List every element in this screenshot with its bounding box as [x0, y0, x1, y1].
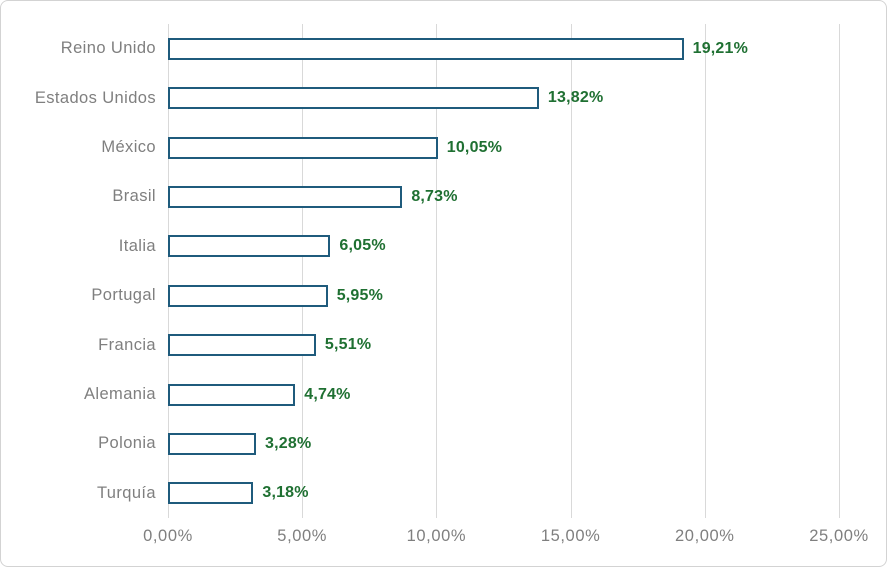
category-label: Italia — [118, 236, 156, 255]
bar-Polonia — [168, 432, 257, 455]
bar-row: 8,73% — [168, 172, 839, 221]
value-label: 10,05% — [446, 138, 503, 156]
value-label: 6,05% — [339, 237, 386, 255]
bar-row: 4,74% — [168, 370, 839, 419]
category-label: México — [101, 138, 156, 157]
plot-area: 19,21% 13,82% 10,05% 8,73% 6,05% 5,95% 5,51% 4,… — [168, 24, 840, 518]
gridline-20,00% — [704, 24, 706, 518]
category-label: Turquía — [96, 483, 156, 502]
category-label: Polonia — [98, 434, 156, 453]
x-tick-label: 25,00% — [809, 527, 869, 545]
bar-row: 3,28% — [168, 419, 839, 468]
x-axis-tick-labels: 0,00% 5,00% 10,00% 15,00% 20,00% 25,00% — [143, 527, 868, 553]
category-label: Alemania — [84, 385, 156, 404]
gridline-15,00% — [570, 24, 572, 518]
category-label: Estados Unidos — [34, 88, 156, 107]
value-label: 5,95% — [336, 286, 384, 304]
value-label: 3,28% — [265, 434, 312, 452]
bar-Italia — [168, 235, 331, 258]
value-label: 13,82% — [547, 89, 604, 107]
gridline-5,00% — [302, 24, 304, 518]
x-tick-label: 20,00% — [675, 527, 735, 545]
bar-Turquía — [168, 482, 254, 505]
gridline-10,00% — [436, 24, 438, 518]
value-label: 3,18% — [262, 484, 309, 502]
bar-México — [168, 136, 438, 159]
value-label: 8,73% — [411, 187, 458, 205]
bar-Alemania — [168, 383, 296, 406]
bar-Brasil — [168, 185, 403, 208]
bar-row: 19,21% — [168, 24, 839, 73]
bar-Estados Unidos — [168, 87, 539, 110]
value-label: 19,21% — [692, 39, 749, 57]
category-label: Portugal — [91, 286, 156, 305]
x-tick-label: 5,00% — [277, 527, 328, 545]
x-tick-label: 15,00% — [540, 527, 601, 545]
bar-row: 10,05% — [168, 123, 839, 172]
gridline-0,00% — [168, 24, 169, 518]
x-tick-label: 0,00% — [143, 527, 193, 545]
bar-row: 13,82% — [168, 73, 839, 122]
gridline-25,00% — [839, 24, 840, 518]
bar-row: 6,05% — [168, 222, 839, 271]
x-tick-label: 10,00% — [406, 527, 467, 545]
bar-row: 5,95% — [168, 271, 839, 320]
bar-row: 5,51% — [168, 320, 839, 369]
bar-rows: 19,21% 13,82% 10,05% 8,73% 6,05% 5,95% 5,51% 4,… — [168, 24, 839, 518]
category-label: Francia — [98, 335, 156, 354]
category-label: Brasil — [112, 187, 156, 206]
bar-Portugal — [168, 284, 328, 307]
value-label: 5,51% — [324, 336, 372, 354]
y-axis-category-labels: Reino Unido Estados Unidos México Brasil Ita… — [1, 24, 156, 518]
bar-Reino Unido — [168, 37, 684, 60]
bar-row: 3,18% — [168, 469, 839, 518]
value-label: 4,74% — [304, 385, 351, 403]
bar-Francia — [168, 334, 316, 357]
category-label: Reino Unido — [60, 39, 156, 58]
